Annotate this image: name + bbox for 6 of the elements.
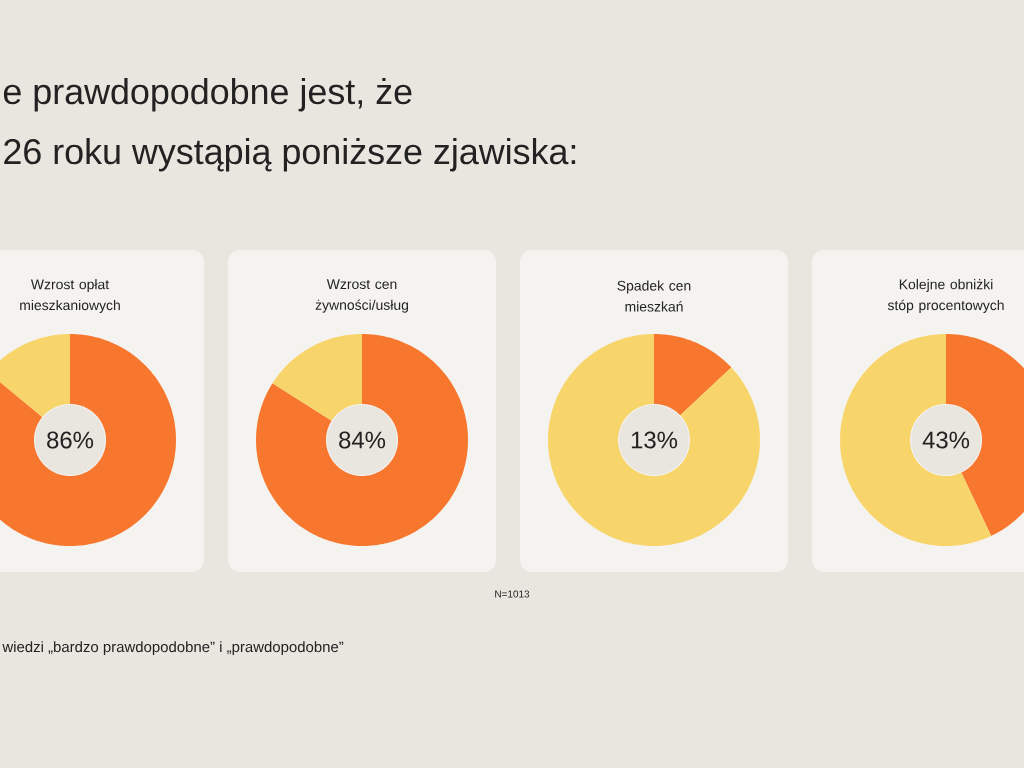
text: e prawdopodobne jest, że: [3, 78, 412, 112]
text: 26 roku wystąpią poniższe zjawiska:: [4, 138, 576, 172]
text: 86%: [47, 431, 94, 449]
text: 13%: [631, 431, 678, 449]
text: 84%: [339, 431, 386, 449]
text: 43%: [922, 431, 970, 449]
